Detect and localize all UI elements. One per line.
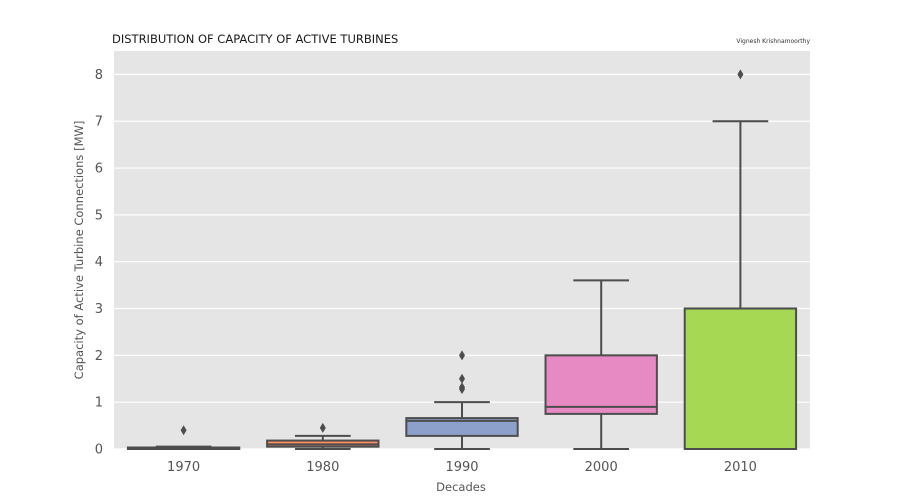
outlier-point <box>180 425 187 436</box>
x-tick-label: 1980 <box>306 460 339 475</box>
x-tick-label: 1990 <box>445 460 478 475</box>
outlier-point <box>459 382 465 393</box>
box-2010 <box>683 69 798 450</box>
outlier-point <box>459 373 465 384</box>
box-group <box>126 69 798 450</box>
x-axis-label: Decades <box>436 480 486 494</box>
box-2000 <box>544 279 658 450</box>
outlier-point <box>737 69 744 80</box>
y-tick-label: 0 <box>95 443 103 458</box>
y-tick-label: 8 <box>95 68 103 83</box>
chart-title: DISTRIBUTION OF CAPACITY OF ACTIVE TURBI… <box>112 32 398 46</box>
box-1970 <box>126 425 241 450</box>
outlier-point <box>459 350 465 361</box>
y-axis-label: Capacity of Active Turbine Connections [… <box>72 121 86 380</box>
y-tick-label: 4 <box>95 255 103 270</box>
y-tick-label: 7 <box>95 115 103 130</box>
chart-credit: Vignesh Krishnamoorthy <box>736 38 810 45</box>
x-tick-label: 2010 <box>724 460 757 475</box>
y-tick-label: 1 <box>95 396 103 411</box>
y-tick-label: 3 <box>95 302 103 317</box>
y-tick-label: 6 <box>95 162 103 177</box>
x-tick-label: 1970 <box>167 460 200 475</box>
box-1990 <box>405 350 519 450</box>
y-tick-label: 2 <box>95 349 103 364</box>
x-tick-label: 2000 <box>585 460 618 475</box>
y-axis: 0 1 2 3 4 5 6 7 8 <box>95 68 103 458</box>
y-tick-label: 5 <box>95 208 103 223</box>
box-1980 <box>266 422 380 450</box>
box-iqr <box>544 354 658 415</box>
x-axis: 1970 1980 1990 2000 2010 <box>167 460 757 475</box>
outlier-point <box>319 422 326 433</box>
box-iqr <box>683 307 798 450</box>
box-iqr <box>405 417 519 437</box>
